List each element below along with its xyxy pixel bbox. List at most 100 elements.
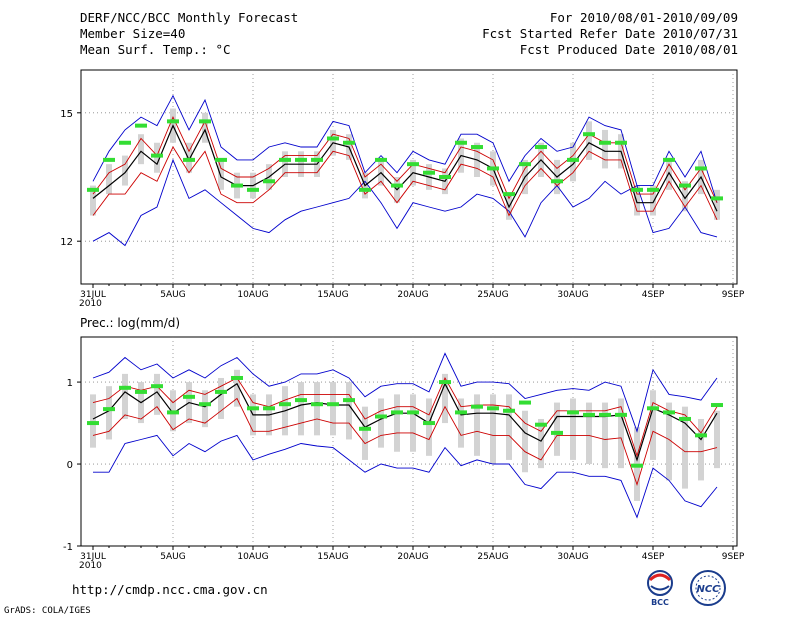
temp-observed-mark [551, 179, 563, 184]
temp-observed-mark [599, 140, 611, 145]
prec-observed-mark [423, 421, 435, 426]
temp-observed-mark [679, 183, 691, 188]
prec-observed-mark [215, 389, 227, 394]
prec-member-box [442, 373, 448, 424]
prec-frame [80, 336, 738, 547]
forecast-produced-date: Fcst Produced Date 2010/08/01 [519, 42, 738, 57]
prec-member-box [714, 410, 720, 469]
temp-observed-mark [711, 196, 723, 201]
prec-observed-mark [679, 416, 691, 421]
prec-x-tick-label: 25AUG [477, 552, 508, 562]
temp-line-max [92, 158, 718, 247]
forecast-start-date: Fcst Started Refer Date 2010/07/31 [482, 26, 738, 41]
temp-observed-mark [439, 175, 451, 179]
temp-observed-mark [567, 157, 579, 162]
temp-observed-mark [103, 157, 115, 162]
prec-member-box [538, 418, 544, 469]
prec-x-tick-label: 9SEP [722, 552, 745, 562]
prec-panel: 31JUL 5AUG 10AUG 15AUG 20AUG 25AUG 30AUG 4SEP 9S… [63, 316, 745, 571]
variable-label: Mean Surf. Temp.: °C [80, 42, 231, 57]
temp-observed-mark [183, 157, 195, 162]
temp-observed-mark [647, 187, 659, 192]
temp-observed-mark [167, 119, 179, 124]
prec-x-tick-label: 4SEP [642, 552, 665, 562]
temp-x-tick-label: 20AUG [397, 290, 428, 300]
prec-observed-mark [327, 402, 339, 407]
temp-observed-mark [663, 157, 675, 162]
temp-member-box [106, 164, 112, 195]
prec-observed-mark [263, 406, 275, 411]
temp-observed-mark [263, 179, 275, 184]
temp-observed-mark [519, 162, 531, 167]
prec-observed-mark [711, 403, 723, 408]
temp-observed-mark [87, 187, 99, 192]
temp-observed-mark [151, 153, 163, 158]
prec-observed-mark [647, 406, 659, 411]
logos: BCC NCC [647, 570, 726, 607]
temp-frame [80, 69, 738, 285]
prec-observed-mark [439, 380, 451, 385]
temp-line-std_upper [92, 115, 718, 203]
source-url[interactable]: http://cmdp.ncc.cma.gov.cn [72, 582, 268, 597]
prec-x-tick-label: 15AUG [317, 552, 348, 562]
temp-member-box [666, 159, 672, 190]
prec-observed-mark [663, 410, 675, 415]
bcc-logo: BCC [647, 570, 673, 607]
temp-line-max_upper [92, 94, 718, 203]
prec-observed-mark [535, 422, 547, 427]
prec-observed-mark [583, 412, 595, 417]
temp-member-box [138, 134, 144, 165]
prec-observed-mark [199, 402, 211, 407]
temp-observed-mark [407, 162, 419, 167]
temp-observed-mark [119, 140, 131, 145]
prec-observed-mark [455, 410, 467, 415]
prec-member-box [394, 394, 400, 452]
prec-y-tick-label: 0 [67, 460, 73, 471]
prec-member-box [650, 390, 656, 460]
prec-member-box [522, 410, 528, 473]
temp-observed-mark [535, 145, 547, 150]
prec-member-box [474, 394, 480, 456]
prec-observed-mark [551, 430, 563, 435]
prec-observed-mark [503, 408, 515, 413]
ncc-logo-text: NCC [696, 584, 720, 595]
temp-member-box [122, 155, 128, 186]
prec-observed-mark [599, 412, 611, 417]
prec-observed-mark [311, 402, 323, 407]
header-left: DERF/NCC/BCC Monthly Forecast Member Siz… [80, 10, 298, 58]
prec-observed-mark [631, 463, 643, 468]
prec-observed-mark [407, 410, 419, 415]
temp-member-box [682, 181, 688, 212]
prec-member-box [362, 406, 368, 460]
temp-member-box [634, 185, 640, 216]
chart-title: DERF/NCC/BCC Monthly Forecast [80, 10, 299, 25]
temp-observed-mark [695, 166, 707, 171]
prec-x-tick-label: 31JUL [80, 552, 106, 562]
prec-observed-mark [519, 400, 531, 405]
prec-member-box [490, 394, 496, 465]
prec-member-box [426, 398, 432, 456]
prec-member-box [698, 418, 704, 481]
temp-observed-mark [503, 192, 515, 197]
temp-observed-mark [215, 157, 227, 162]
prec-member-box [410, 394, 416, 452]
grads-credit: GrADS: COLA/IGES [4, 606, 91, 616]
prec-x-tick-label: 5AUG [160, 552, 185, 562]
prec-member-box [298, 382, 304, 436]
prec-observed-mark [103, 407, 115, 412]
temp-x-tick-label: 4SEP [642, 290, 665, 300]
prec-observed-mark [295, 398, 307, 403]
prec-x-tick-label: 20AUG [397, 552, 428, 562]
temp-member-box [202, 112, 208, 143]
prec-observed-mark [151, 384, 163, 389]
prec-member-box [682, 406, 688, 489]
prec-member-box [602, 402, 608, 469]
temp-observed-mark [327, 136, 339, 141]
temp-x-tick-label: 31JUL [80, 290, 106, 300]
prec-member-box [218, 377, 224, 419]
temp-member-box [586, 121, 592, 160]
prec-observed-mark [87, 421, 99, 426]
prec-observed-mark [359, 426, 371, 431]
prec-observed-mark [615, 412, 627, 417]
